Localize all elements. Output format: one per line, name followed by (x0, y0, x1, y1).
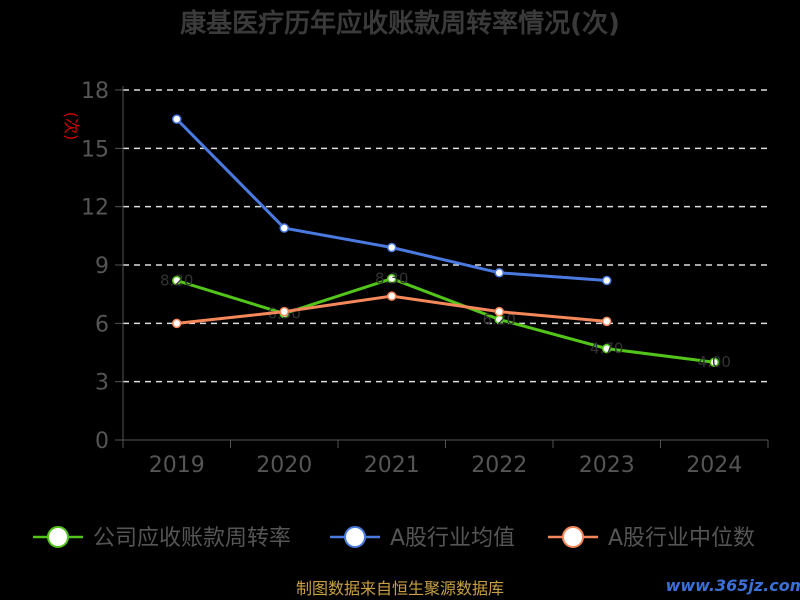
axes (115, 86, 769, 448)
data-point (172, 275, 182, 286)
data-point (387, 291, 397, 301)
legend-marker (47, 526, 69, 548)
data-label: 8.30 (375, 270, 408, 288)
legend-marker (562, 526, 584, 548)
y-tick-label: 0 (95, 429, 109, 454)
data-point (172, 318, 182, 329)
legend-item: 公司应收账款周转率 (33, 526, 291, 551)
data-point (387, 273, 397, 284)
series-1: 8.206.508.306.204.704.00 (160, 270, 731, 372)
legend: 公司应收账款周转率 A股行业均值 A股行业中位数 (33, 526, 755, 551)
series-lines: 8.206.508.306.204.704.00 (160, 114, 731, 372)
data-point (279, 223, 289, 233)
y-tick-label: 6 (95, 312, 109, 337)
y-tick-label: 15 (81, 137, 109, 162)
legend-item: A股行业中位数 (548, 526, 755, 551)
data-label: 6.20 (483, 310, 516, 328)
data-point (172, 114, 182, 124)
x-tick-labels: 2019 2020 2021 2022 2023 2024 (149, 453, 743, 478)
legend-label: A股行业均值 (390, 526, 515, 551)
x-tick-label: 2024 (686, 453, 742, 478)
data-point (602, 343, 612, 354)
chart-title: 康基医疗历年应收账款周转率情况(次) (180, 8, 620, 39)
y-axis-label: (次) (62, 112, 81, 141)
watermark: www.365jz.com (666, 576, 800, 595)
data-label: 4.00 (698, 353, 731, 371)
series-3 (172, 291, 612, 329)
grid-lines (123, 89, 768, 383)
y-tick-label: 3 (95, 371, 109, 396)
data-point (279, 306, 289, 317)
series-2 (172, 114, 612, 286)
y-tick-label: 18 (81, 79, 109, 104)
y-tick-labels: 0 3 6 9 12 15 18 (81, 79, 109, 454)
data-label: 4.70 (590, 340, 623, 358)
data-point (602, 316, 612, 327)
series-line (176, 277, 715, 364)
data-point (602, 275, 612, 286)
x-tick-label: 2019 (149, 453, 205, 478)
y-tick-label: 9 (95, 254, 109, 279)
footer-source: 制图数据来自恒生聚源数据库 (296, 579, 504, 598)
data-point (494, 306, 504, 317)
x-tick-label: 2021 (364, 453, 420, 478)
data-point (494, 268, 504, 278)
x-tick-label: 2022 (471, 453, 527, 478)
series-line (175, 118, 607, 283)
x-tick-label: 2020 (256, 453, 312, 478)
legend-marker (344, 526, 366, 548)
data-point (387, 242, 397, 253)
legend-label: A股行业中位数 (608, 526, 755, 551)
legend-label: 公司应收账款周转率 (93, 526, 291, 551)
legend-item: A股行业均值 (330, 526, 515, 551)
y-tick-label: 12 (81, 196, 109, 221)
x-tick-label: 2023 (579, 453, 635, 478)
data-label: 8.20 (160, 272, 193, 290)
data-point (709, 357, 719, 367)
